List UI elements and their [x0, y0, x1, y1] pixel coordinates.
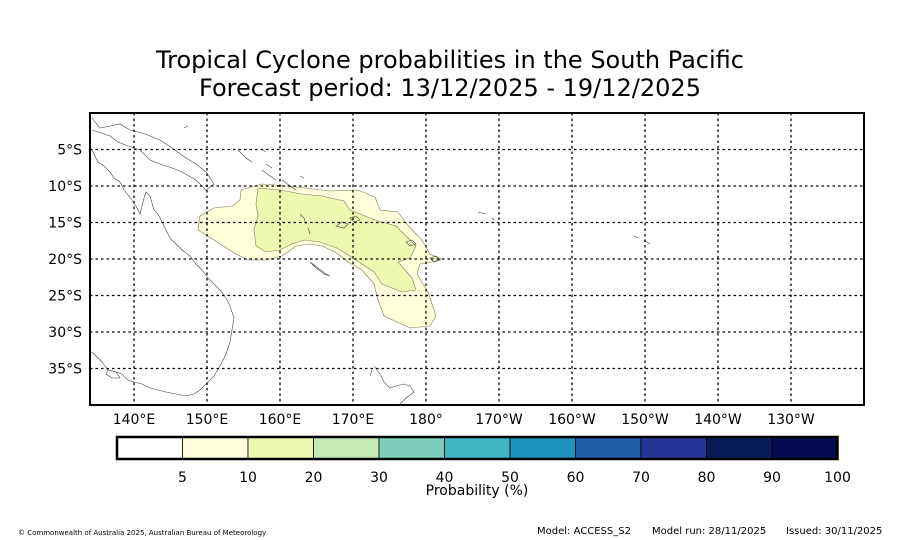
colorbar-frame: [115, 435, 839, 461]
colorbar-tick: 30: [370, 470, 388, 486]
lat-label: 15°S: [48, 216, 82, 232]
colorbar-swatch: [771, 436, 838, 460]
lat-label: 30°S: [48, 325, 82, 341]
coastline-samoa: [405, 239, 417, 247]
colorbar-swatch: [116, 436, 183, 460]
coastline-tasmania: [105, 369, 121, 379]
lon-label: 160°W: [548, 412, 596, 428]
map-frame: [89, 112, 865, 406]
coastline-micronesia: [183, 125, 305, 179]
probability-region-10-20: [253, 187, 417, 293]
lon-label: 170°E: [332, 412, 375, 428]
gridlines: [90, 113, 864, 405]
lat-label: 20°S: [48, 252, 82, 268]
colorbar-tick: 10: [239, 470, 257, 486]
colorbar-swatch: [575, 436, 642, 460]
colorbar-tick: 80: [698, 470, 716, 486]
chart-title-line-2: Forecast period: 13/12/2025 - 19/12/2025: [199, 74, 701, 102]
coastline-french-polynesia: [477, 211, 651, 245]
lat-label: 10°S: [48, 179, 82, 195]
chart-title-line-1: Tropical Cyclone probabilities in the So…: [156, 46, 744, 74]
coastline-tonga: [429, 255, 441, 263]
lon-label: 140°W: [694, 412, 742, 428]
lat-label: 25°S: [48, 289, 82, 305]
lon-labels: 140°E 150°E 160°E 170°E 180° 170°W 160°W…: [113, 412, 815, 428]
lon-label: 150°W: [621, 412, 669, 428]
coastline-australia: [91, 149, 235, 397]
coastline-new-caledonia: [309, 261, 331, 277]
colorbar-swatch: [247, 436, 314, 460]
copyright-notice: © Commonwealth of Australia 2025, Austra…: [18, 529, 267, 537]
colorbar-tick: 70: [632, 470, 650, 486]
colorbar-swatch: [640, 436, 707, 460]
lon-label: 150°E: [186, 412, 229, 428]
coastlines: [91, 117, 651, 405]
lon-label: 180°: [409, 412, 443, 428]
colorbar-swatch: [313, 436, 380, 460]
colorbar-swatch: [378, 436, 445, 460]
model-name: Model: ACCESS_S2: [537, 526, 631, 537]
colorbar-swatch: [444, 436, 511, 460]
model-run-date: Model run: 28/11/2025: [652, 526, 767, 537]
coastline-new-guinea: [91, 117, 215, 191]
colorbar-tick: 60: [567, 470, 585, 486]
colorbar-tick: 20: [305, 470, 323, 486]
coastline-solomon-islands: [237, 149, 297, 191]
colorbar: 5 10 20 30 40 50 60 70 80 90 100: [115, 435, 851, 486]
colorbar-tick: 5: [178, 470, 187, 486]
lat-label: 5°S: [57, 143, 82, 159]
coastline-new-zealand: [369, 365, 415, 405]
lat-labels: 5°S 10°S 15°S 20°S 25°S 30°S 35°S: [48, 143, 82, 378]
issued-date: Issued: 30/11/2025: [786, 526, 883, 537]
lon-label: 160°E: [259, 412, 302, 428]
lon-label: 140°E: [113, 412, 156, 428]
colorbar-label: Probability (%): [425, 483, 529, 499]
colorbar-swatch: [182, 436, 249, 460]
colorbar-swatch: [509, 436, 576, 460]
lon-label: 130°W: [767, 412, 815, 428]
colorbar-swatch: [706, 436, 773, 460]
colorbar-tick: 100: [824, 470, 851, 486]
coastline-fiji: [335, 215, 361, 229]
lon-label: 170°W: [475, 412, 523, 428]
colorbar-tick: 50: [501, 470, 519, 486]
lat-label: 35°S: [48, 362, 82, 378]
colorbar-tick: 90: [763, 470, 781, 486]
colorbar-tick: 40: [436, 470, 454, 486]
